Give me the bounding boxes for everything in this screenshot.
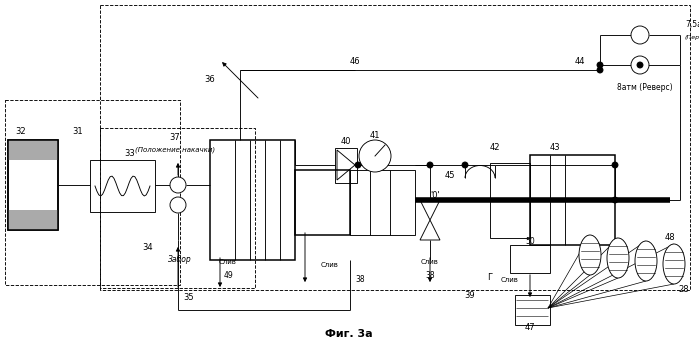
Text: 32: 32 [15, 128, 26, 137]
Circle shape [427, 162, 433, 168]
Text: 38: 38 [355, 276, 365, 284]
Text: Слив: Слив [321, 262, 339, 268]
Bar [8, 140, 58, 230]
Circle shape [462, 162, 468, 168]
Text: 7,5атм: 7,5атм [685, 21, 699, 30]
Text: (Переключение): (Переключение) [685, 35, 699, 41]
Ellipse shape [607, 238, 629, 278]
Text: 38: 38 [425, 270, 435, 279]
Text: 8атм (Реверс): 8атм (Реверс) [617, 84, 673, 93]
Text: Слив: Слив [421, 259, 439, 265]
Bar [48, 210, 58, 230]
Circle shape [637, 62, 643, 68]
Circle shape [631, 56, 649, 74]
Bar [38, 210, 48, 230]
Bar [38, 140, 48, 160]
Text: Г: Г [487, 273, 493, 282]
Text: 41: 41 [370, 131, 380, 140]
Circle shape [612, 197, 618, 203]
Text: 33: 33 [124, 149, 136, 158]
Bar [100, 128, 255, 288]
Bar [18, 210, 28, 230]
Bar [8, 140, 58, 230]
Bar [8, 210, 18, 230]
Circle shape [612, 162, 618, 168]
Bar [28, 140, 38, 160]
Text: '0': '0' [430, 191, 440, 200]
Circle shape [359, 140, 391, 172]
Text: 31: 31 [72, 128, 82, 137]
Text: 48: 48 [665, 234, 676, 243]
Bar [48, 140, 58, 160]
Text: 50: 50 [525, 237, 535, 247]
Text: Фиг. 3а: Фиг. 3а [325, 329, 373, 339]
Circle shape [170, 177, 186, 193]
Bar [90, 160, 155, 212]
Ellipse shape [579, 235, 601, 275]
Bar [510, 245, 550, 273]
Text: 28: 28 [678, 286, 689, 294]
Bar [295, 170, 350, 235]
Text: 40: 40 [340, 138, 352, 147]
Text: Слив: Слив [219, 259, 237, 265]
Text: 42: 42 [490, 143, 500, 152]
Text: 36: 36 [205, 75, 215, 85]
Text: 34: 34 [142, 244, 152, 252]
Bar [5, 100, 180, 285]
Bar [490, 163, 530, 198]
Bar [210, 140, 295, 260]
Bar [28, 210, 38, 230]
Circle shape [170, 197, 186, 213]
Bar [335, 148, 357, 183]
Ellipse shape [663, 244, 685, 284]
Circle shape [597, 67, 603, 73]
Bar [490, 198, 530, 238]
Text: Слив: Слив [501, 277, 519, 283]
Bar [8, 140, 18, 160]
Text: 35: 35 [183, 293, 194, 302]
Circle shape [355, 162, 361, 168]
Text: 49: 49 [223, 270, 233, 279]
Text: 45: 45 [445, 171, 456, 180]
Bar [530, 155, 615, 245]
Text: 37: 37 [170, 133, 180, 142]
Circle shape [597, 62, 603, 68]
Text: 46: 46 [350, 57, 360, 66]
Text: 44: 44 [575, 57, 585, 66]
Ellipse shape [635, 241, 657, 281]
Bar [515, 295, 550, 325]
Bar [350, 170, 415, 235]
Text: 43: 43 [549, 143, 561, 152]
Text: 39: 39 [465, 290, 475, 300]
Text: Забор: Забор [168, 256, 192, 265]
Circle shape [631, 26, 649, 44]
Text: (Положение накачки): (Положение накачки) [135, 147, 215, 153]
Text: 47: 47 [525, 323, 535, 333]
Bar [100, 5, 690, 290]
Bar [18, 140, 28, 160]
